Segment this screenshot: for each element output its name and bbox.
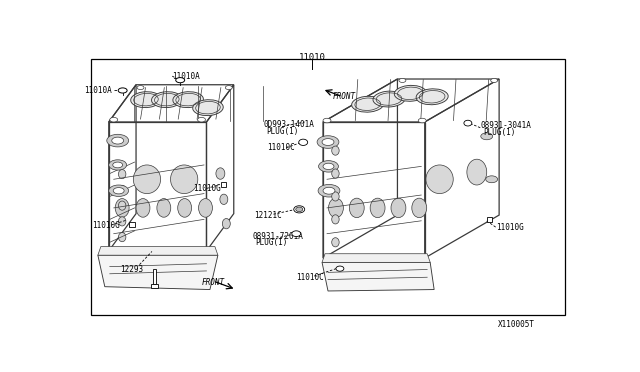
- Polygon shape: [322, 262, 434, 291]
- Circle shape: [317, 136, 339, 148]
- Circle shape: [318, 185, 340, 197]
- Polygon shape: [98, 255, 218, 289]
- Ellipse shape: [118, 185, 126, 195]
- Ellipse shape: [426, 165, 453, 193]
- Ellipse shape: [131, 92, 161, 108]
- Ellipse shape: [216, 168, 225, 179]
- Bar: [486, 217, 492, 222]
- Text: 11010A: 11010A: [84, 86, 112, 95]
- Text: 11010C: 11010C: [296, 273, 323, 282]
- Ellipse shape: [467, 159, 487, 185]
- Ellipse shape: [328, 198, 344, 218]
- Circle shape: [323, 187, 335, 194]
- Circle shape: [399, 78, 406, 83]
- Circle shape: [323, 163, 334, 170]
- Circle shape: [118, 88, 127, 93]
- Circle shape: [137, 86, 144, 90]
- Text: X110005T: X110005T: [498, 320, 535, 329]
- Ellipse shape: [416, 89, 448, 105]
- Ellipse shape: [170, 165, 198, 193]
- Circle shape: [107, 134, 129, 147]
- Text: 11010A: 11010A: [172, 72, 200, 81]
- Circle shape: [112, 137, 124, 144]
- Circle shape: [176, 78, 185, 83]
- Text: 12121C: 12121C: [255, 211, 282, 219]
- Circle shape: [113, 162, 123, 168]
- Text: 08931-7201A: 08931-7201A: [253, 232, 303, 241]
- Text: 0D993-1401A: 0D993-1401A: [264, 121, 314, 129]
- Ellipse shape: [178, 199, 191, 217]
- Text: PLUG(1): PLUG(1): [266, 127, 298, 136]
- Bar: [152, 283, 158, 288]
- Ellipse shape: [294, 206, 305, 213]
- Ellipse shape: [133, 165, 161, 193]
- Ellipse shape: [332, 192, 339, 201]
- Circle shape: [491, 78, 498, 83]
- Circle shape: [323, 118, 331, 123]
- Ellipse shape: [292, 231, 301, 237]
- Bar: [154, 269, 156, 284]
- Ellipse shape: [115, 199, 129, 217]
- Text: 11010G: 11010G: [193, 184, 221, 193]
- Bar: [129, 222, 135, 227]
- Ellipse shape: [118, 217, 126, 226]
- Text: PLUG(1): PLUG(1): [483, 128, 516, 137]
- Bar: [91, 59, 565, 315]
- Text: 11010: 11010: [299, 53, 326, 62]
- Ellipse shape: [193, 100, 223, 116]
- Ellipse shape: [157, 199, 171, 217]
- Circle shape: [109, 160, 127, 170]
- Ellipse shape: [336, 266, 344, 271]
- Circle shape: [481, 133, 493, 140]
- Circle shape: [225, 86, 232, 90]
- Ellipse shape: [173, 92, 204, 108]
- Ellipse shape: [136, 199, 150, 217]
- Ellipse shape: [220, 194, 228, 205]
- Ellipse shape: [118, 170, 126, 179]
- Ellipse shape: [332, 169, 339, 178]
- Text: FRONT: FRONT: [202, 279, 225, 288]
- Ellipse shape: [222, 218, 230, 229]
- Circle shape: [113, 187, 124, 194]
- Circle shape: [110, 118, 118, 122]
- Circle shape: [419, 118, 426, 123]
- Ellipse shape: [412, 198, 427, 218]
- Ellipse shape: [332, 238, 339, 247]
- Ellipse shape: [370, 198, 385, 218]
- Ellipse shape: [464, 120, 472, 126]
- Ellipse shape: [118, 201, 126, 210]
- Ellipse shape: [394, 86, 426, 101]
- Text: 08931-3041A: 08931-3041A: [481, 121, 532, 130]
- Ellipse shape: [118, 232, 126, 242]
- Ellipse shape: [152, 92, 182, 108]
- Ellipse shape: [391, 198, 406, 218]
- Text: 11010G: 11010G: [495, 224, 524, 232]
- Ellipse shape: [299, 139, 308, 145]
- Ellipse shape: [296, 207, 303, 212]
- Circle shape: [322, 139, 334, 145]
- Text: 11010C: 11010C: [268, 143, 295, 152]
- Circle shape: [319, 161, 339, 172]
- Polygon shape: [322, 254, 430, 262]
- Circle shape: [109, 185, 129, 196]
- Ellipse shape: [332, 215, 339, 224]
- Text: 11010G: 11010G: [92, 221, 120, 230]
- Ellipse shape: [351, 96, 384, 112]
- Bar: [221, 182, 227, 187]
- Text: FRONT: FRONT: [333, 92, 356, 101]
- Circle shape: [486, 176, 498, 183]
- Text: 12293: 12293: [120, 265, 143, 274]
- Circle shape: [198, 118, 205, 122]
- Text: PLUG(1): PLUG(1): [255, 238, 288, 247]
- Ellipse shape: [373, 91, 405, 107]
- Ellipse shape: [198, 199, 212, 217]
- Ellipse shape: [332, 146, 339, 155]
- Ellipse shape: [349, 198, 364, 218]
- Polygon shape: [98, 247, 218, 255]
